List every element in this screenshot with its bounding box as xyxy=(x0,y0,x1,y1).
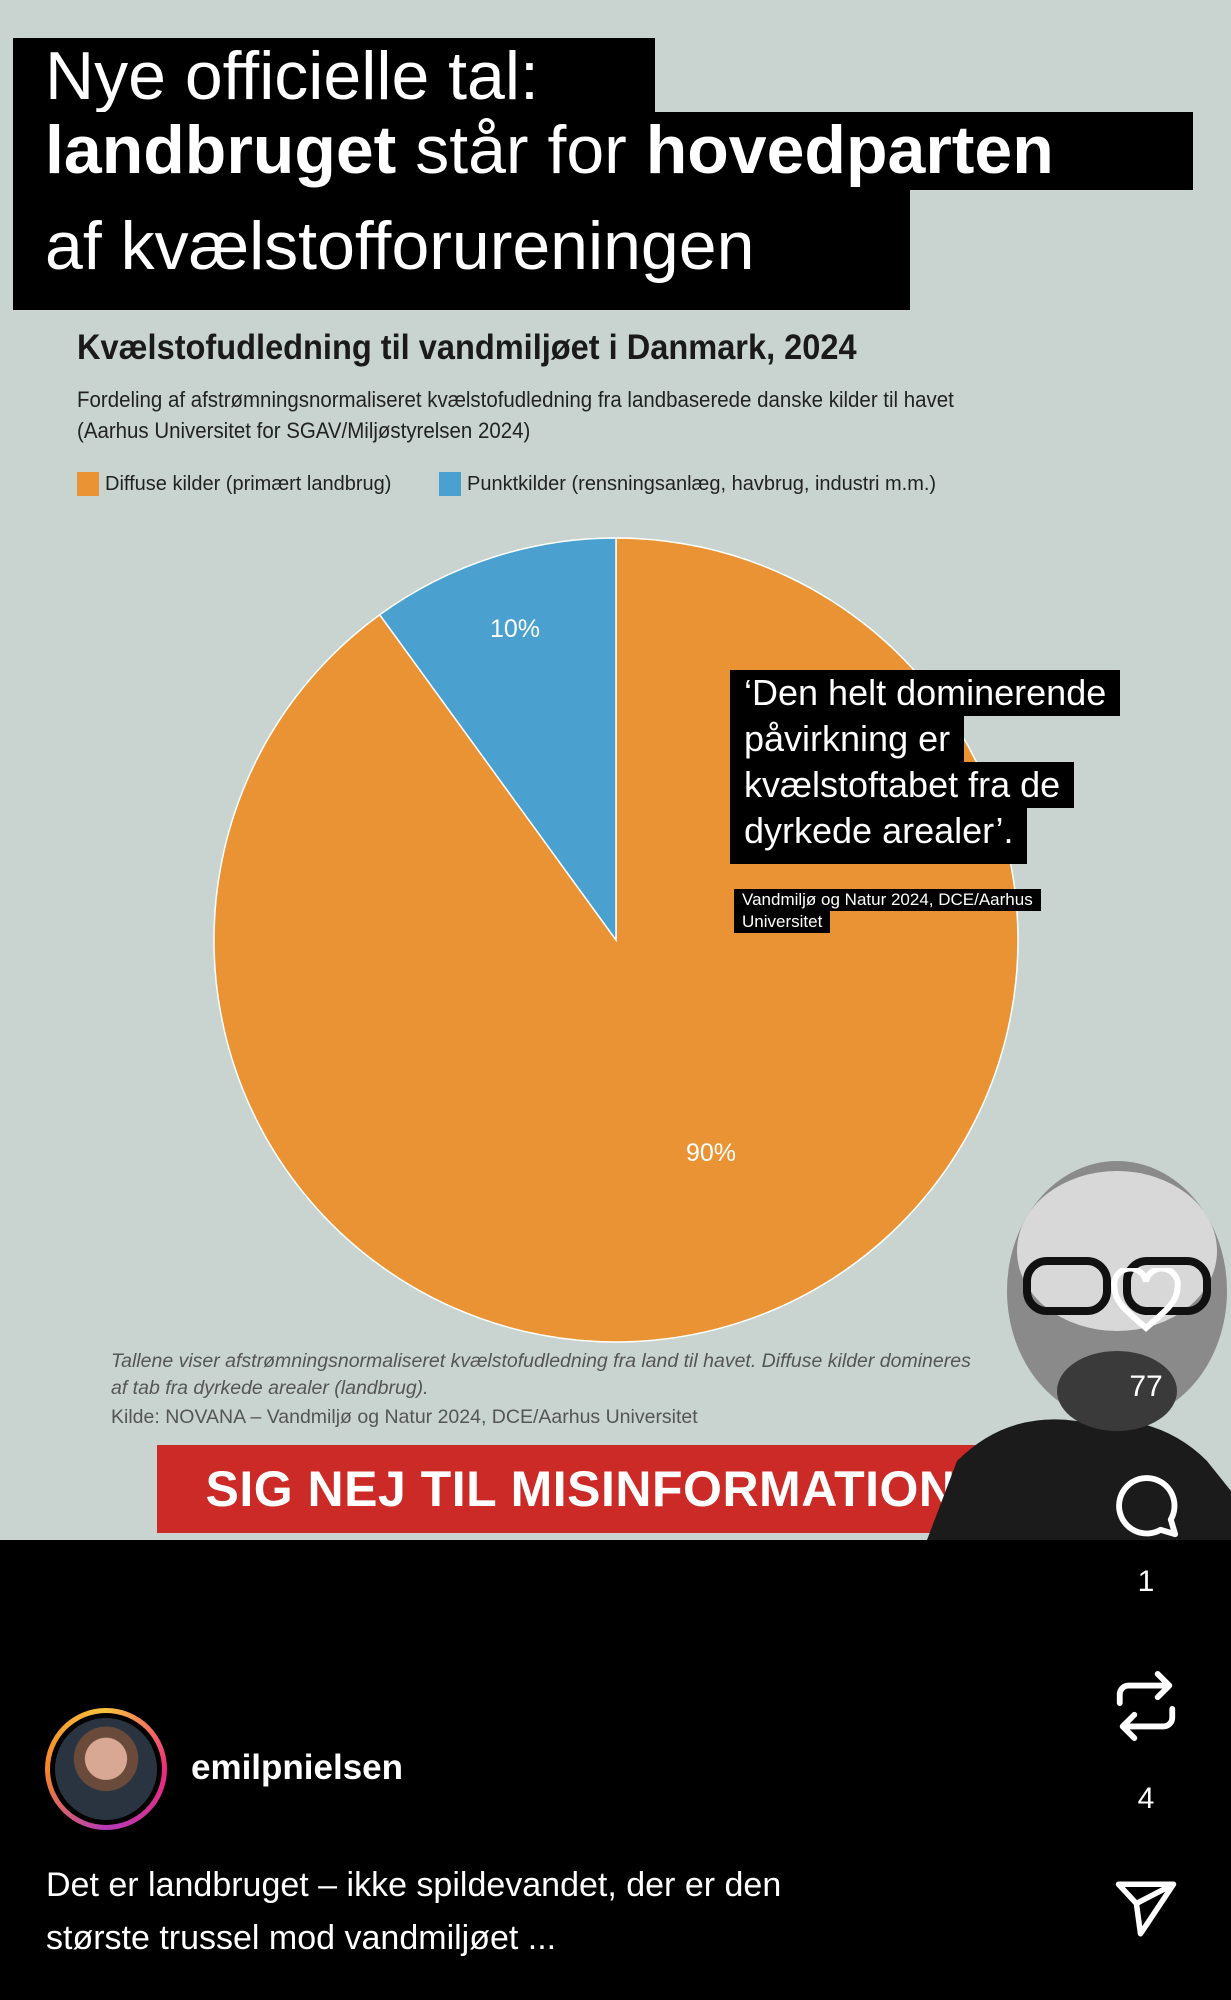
headline-line1: Nye officielle tal: xyxy=(13,38,655,116)
headline-text: står for xyxy=(396,112,646,188)
legend-item: Diffuse kilder (primært landbrug) xyxy=(77,472,391,496)
send-icon xyxy=(1115,1881,1177,1937)
quote-line: dyrkede arealer’. xyxy=(730,808,1028,864)
legend-swatch xyxy=(439,472,461,496)
chart-title: Kvælstofudledning til vandmiljøet i Danm… xyxy=(77,328,857,367)
chart-subtitle: Fordeling af afstrømningsnormaliseret kv… xyxy=(77,387,954,412)
slice-label: 10% xyxy=(490,615,541,643)
comment-button[interactable] xyxy=(1106,1470,1186,1545)
comment-count: 1 xyxy=(1137,1565,1155,1598)
headline-text: af kvælstofforureningen xyxy=(45,208,755,284)
chart-subtitle: (Aarhus Universitet for SGAV/Miljøstyrel… xyxy=(77,418,531,443)
slice-label: 90% xyxy=(686,1139,737,1167)
legend-item: Punktkilder (rensningsanlæg, havbrug, in… xyxy=(439,472,936,496)
share-button[interactable] xyxy=(1106,1878,1186,1945)
quote-source: Universitet xyxy=(734,911,831,933)
caption-line[interactable]: største trussel mod vandmiljøet ... xyxy=(46,1919,557,1957)
headline-line3: af kvælstofforureningen xyxy=(13,188,910,310)
chart-footnote: Tallene viser afstrømningsnormaliseret k… xyxy=(111,1350,971,1372)
like-button[interactable] xyxy=(1106,1265,1186,1339)
legend-swatch xyxy=(77,472,99,496)
caption-line: Det er landbruget – ikke spildevandet, d… xyxy=(46,1866,782,1904)
headline-line2: landbruget står for hovedparten xyxy=(13,112,1193,190)
banner: SIG NEJ TIL MISINFORMATION xyxy=(157,1445,1004,1533)
chart-source: Kilde: NOVANA – Vandmiljø og Natur 2024,… xyxy=(111,1406,698,1428)
quote-source: Vandmiljø og Natur 2024, DCE/Aarhus xyxy=(734,889,1041,911)
comment-icon xyxy=(1116,1475,1179,1538)
repost-icon xyxy=(1116,1670,1176,1741)
username[interactable]: emilpnielsen xyxy=(191,1748,404,1787)
pie-slice xyxy=(378,537,617,943)
post-image: Nye officielle tal: landbruget står for … xyxy=(0,0,1231,1540)
quote-line: kvælstoftabet fra de xyxy=(730,762,1075,808)
legend-label: Punktkilder (rensningsanlæg, havbrug, in… xyxy=(467,472,937,495)
headline-text: Nye officielle tal: xyxy=(45,38,539,114)
quote-line: ‘Den helt dominerende xyxy=(730,670,1121,716)
headline-bold: hovedparten xyxy=(645,112,1054,188)
heart-icon xyxy=(1111,1265,1181,1332)
legend-label: Diffuse kilder (primært landbrug) xyxy=(105,472,392,495)
avatar[interactable] xyxy=(45,1708,167,1830)
headline-bold: landbruget xyxy=(45,112,397,188)
like-count: 77 xyxy=(1129,1370,1163,1403)
repost-button[interactable] xyxy=(1106,1668,1186,1749)
repost-count: 4 xyxy=(1137,1782,1155,1815)
chart-footnote: af tab fra dyrkede arealer (landbrug). xyxy=(111,1377,429,1399)
quote-line: påvirkning er xyxy=(730,716,965,762)
